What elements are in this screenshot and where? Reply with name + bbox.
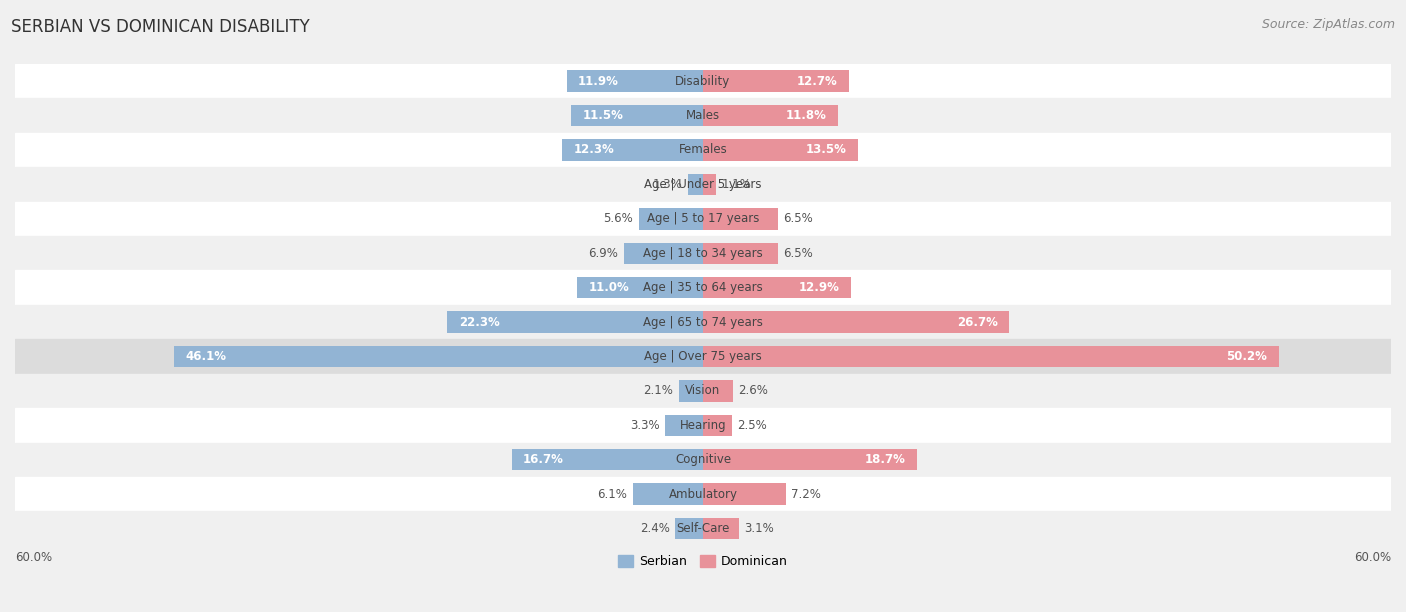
Text: Cognitive: Cognitive: [675, 453, 731, 466]
Text: 60.0%: 60.0%: [1354, 551, 1391, 564]
Bar: [703, 312, 1010, 333]
Text: 26.7%: 26.7%: [957, 316, 998, 329]
Bar: [576, 277, 703, 298]
Text: Vision: Vision: [685, 384, 721, 397]
Text: 18.7%: 18.7%: [865, 453, 905, 466]
Text: Females: Females: [679, 143, 727, 157]
Bar: [174, 346, 703, 367]
Text: 12.9%: 12.9%: [799, 281, 839, 294]
Text: 7.2%: 7.2%: [792, 488, 821, 501]
Text: Age | 65 to 74 years: Age | 65 to 74 years: [643, 316, 763, 329]
Text: Self-Care: Self-Care: [676, 522, 730, 535]
Bar: [703, 140, 858, 161]
Text: Source: ZipAtlas.com: Source: ZipAtlas.com: [1261, 18, 1395, 31]
Text: 1.3%: 1.3%: [652, 178, 682, 191]
Text: 5.6%: 5.6%: [603, 212, 633, 225]
Bar: [638, 208, 703, 230]
Text: 22.3%: 22.3%: [458, 316, 499, 329]
Bar: [703, 208, 778, 230]
Text: Disability: Disability: [675, 75, 731, 88]
Bar: [665, 415, 703, 436]
Text: 11.8%: 11.8%: [786, 109, 827, 122]
Text: Age | 18 to 34 years: Age | 18 to 34 years: [643, 247, 763, 259]
Bar: [15, 305, 1391, 339]
Text: 1.1%: 1.1%: [721, 178, 751, 191]
Text: 11.0%: 11.0%: [588, 281, 628, 294]
Text: 3.3%: 3.3%: [630, 419, 659, 432]
Bar: [562, 140, 703, 161]
Bar: [703, 346, 1278, 367]
Text: 50.2%: 50.2%: [1226, 350, 1267, 363]
Bar: [571, 105, 703, 126]
Bar: [703, 380, 733, 401]
Bar: [567, 70, 703, 92]
Bar: [15, 442, 1391, 477]
Bar: [703, 449, 918, 471]
Bar: [688, 174, 703, 195]
Text: 6.1%: 6.1%: [598, 488, 627, 501]
Text: 12.7%: 12.7%: [796, 75, 837, 88]
Bar: [15, 167, 1391, 201]
Bar: [447, 312, 703, 333]
Bar: [633, 483, 703, 505]
Bar: [15, 477, 1391, 512]
Bar: [15, 374, 1391, 408]
Text: 2.1%: 2.1%: [644, 384, 673, 397]
Text: 46.1%: 46.1%: [186, 350, 226, 363]
Text: 11.5%: 11.5%: [582, 109, 623, 122]
Bar: [15, 408, 1391, 442]
Bar: [675, 518, 703, 539]
Bar: [703, 483, 786, 505]
Text: Ambulatory: Ambulatory: [668, 488, 738, 501]
Text: Age | Over 75 years: Age | Over 75 years: [644, 350, 762, 363]
Bar: [15, 99, 1391, 133]
Legend: Serbian, Dominican: Serbian, Dominican: [613, 550, 793, 573]
Bar: [703, 174, 716, 195]
Bar: [703, 277, 851, 298]
Bar: [703, 415, 731, 436]
Text: 60.0%: 60.0%: [15, 551, 52, 564]
Text: Males: Males: [686, 109, 720, 122]
Text: 3.1%: 3.1%: [744, 522, 775, 535]
Text: 13.5%: 13.5%: [806, 143, 846, 157]
Text: 6.5%: 6.5%: [783, 247, 813, 259]
Text: 11.9%: 11.9%: [578, 75, 619, 88]
Bar: [703, 105, 838, 126]
Bar: [15, 339, 1391, 374]
Bar: [15, 271, 1391, 305]
Bar: [703, 70, 849, 92]
Text: Hearing: Hearing: [679, 419, 727, 432]
Text: 6.5%: 6.5%: [783, 212, 813, 225]
Text: 2.5%: 2.5%: [737, 419, 768, 432]
Bar: [703, 242, 778, 264]
Text: 6.9%: 6.9%: [588, 247, 619, 259]
Bar: [703, 518, 738, 539]
Bar: [15, 236, 1391, 271]
Bar: [15, 64, 1391, 99]
Text: 2.4%: 2.4%: [640, 522, 669, 535]
Text: SERBIAN VS DOMINICAN DISABILITY: SERBIAN VS DOMINICAN DISABILITY: [11, 18, 309, 36]
Text: Age | Under 5 years: Age | Under 5 years: [644, 178, 762, 191]
Bar: [512, 449, 703, 471]
Bar: [624, 242, 703, 264]
Bar: [15, 133, 1391, 167]
Bar: [15, 512, 1391, 546]
Text: Age | 35 to 64 years: Age | 35 to 64 years: [643, 281, 763, 294]
Bar: [15, 201, 1391, 236]
Text: 12.3%: 12.3%: [574, 143, 614, 157]
Text: Age | 5 to 17 years: Age | 5 to 17 years: [647, 212, 759, 225]
Bar: [679, 380, 703, 401]
Text: 2.6%: 2.6%: [738, 384, 769, 397]
Text: 16.7%: 16.7%: [523, 453, 564, 466]
